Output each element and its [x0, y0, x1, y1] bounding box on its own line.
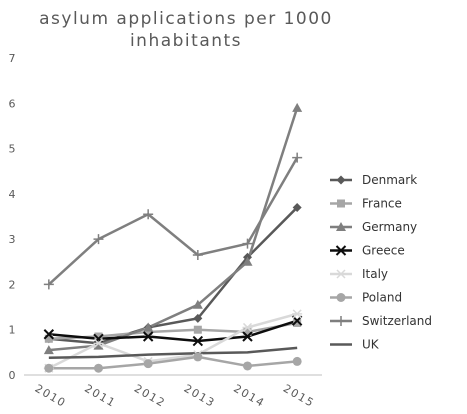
legend-label-poland: Poland: [362, 291, 402, 305]
legend-marker-greece: [335, 245, 347, 256]
series-line-denmark: [48, 206, 299, 345]
legend-label-germany: Germany: [362, 220, 417, 234]
data-point-poland: [292, 356, 302, 366]
legend-marker-poland: [336, 293, 346, 302]
legend-label-switzerland: Switzerland: [362, 314, 432, 328]
y-tick-label: 5: [9, 143, 16, 156]
data-point-switzerland: [43, 279, 54, 290]
data-point-poland: [243, 361, 252, 371]
data-point-greece: [192, 335, 204, 347]
y-tick-labels: 0 1 2 3 4 5 6 7: [9, 52, 16, 382]
data-point-france: [44, 334, 53, 343]
legend-label-uk: UK: [362, 338, 380, 352]
data-point-germany: [93, 340, 104, 350]
x-tick-label: 2013: [182, 382, 218, 410]
data-point-france: [144, 327, 153, 336]
data-point-poland: [143, 359, 153, 369]
data-point-greece: [142, 331, 154, 342]
data-point-germany: [192, 299, 203, 309]
legend: Denmark France Germany Greece Italy Poland Swi…: [330, 173, 432, 352]
data-point-switzerland: [93, 234, 104, 245]
y-tick-label: 0: [9, 369, 16, 382]
series-line-poland: [48, 355, 298, 370]
data-point-germany: [43, 345, 54, 355]
data-point-poland: [44, 363, 54, 373]
y-tick-label: 3: [9, 233, 16, 246]
legend-marker-denmark: [336, 175, 346, 185]
legend-label-france: France: [362, 197, 402, 211]
legend-marker-france: [337, 199, 345, 208]
x-tick-labels: 2010 2011 2012 2013 2014 2015: [33, 382, 317, 410]
data-point-switzerland: [143, 209, 154, 220]
data-point-switzerland: [242, 238, 253, 249]
series-lines: [47, 107, 299, 370]
legend-marker-germany: [336, 222, 346, 231]
data-point-greece: [93, 333, 104, 344]
x-tick-label: 2012: [132, 382, 168, 410]
series-markers: [43, 102, 303, 373]
data-point-denmark: [193, 313, 203, 323]
x-tick-label: 2015: [281, 382, 317, 410]
data-point-switzerland: [292, 152, 303, 163]
data-point-italy: [242, 322, 253, 332]
y-tick-label: 4: [9, 188, 16, 201]
data-point-france: [293, 318, 302, 327]
data-point-germany: [242, 256, 253, 266]
data-point-poland: [193, 352, 203, 362]
y-tick-label: 2: [9, 278, 16, 291]
data-point-greece: [242, 331, 253, 342]
legend-label-denmark: Denmark: [362, 173, 417, 187]
chart-title-line-1: asylum applications per 1000: [39, 9, 333, 29]
data-point-france: [193, 325, 202, 334]
series-line-uk: [48, 346, 298, 360]
legend-label-greece: Greece: [362, 244, 405, 258]
data-point-france: [243, 327, 252, 336]
data-point-greece: [43, 329, 55, 340]
data-point-germany: [143, 322, 154, 332]
x-tick-label: 2014: [231, 382, 267, 410]
x-tick-label: 2011: [82, 382, 118, 410]
series-line-italy: [48, 312, 298, 370]
data-point-italy: [93, 338, 104, 348]
legend-marker-italy: [336, 269, 346, 279]
y-tick-label: 1: [9, 324, 16, 337]
legend-label-italy: Italy: [362, 267, 388, 281]
series-line-greece: [48, 319, 298, 343]
legend-marker-switzerland: [336, 316, 346, 326]
data-point-denmark: [292, 202, 302, 212]
series-line-germany: [48, 107, 299, 352]
series-line-switzerland: [47, 157, 299, 286]
chart-title-line-2: inhabitants: [130, 31, 242, 51]
data-point-germany: [292, 102, 303, 112]
y-tick-label: 7: [9, 52, 16, 65]
y-tick-label: 6: [9, 97, 16, 110]
data-point-france: [94, 332, 103, 341]
x-tick-label: 2010: [33, 382, 69, 410]
data-point-switzerland: [192, 249, 203, 260]
data-point-italy: [292, 309, 303, 319]
data-point-poland: [94, 363, 103, 373]
